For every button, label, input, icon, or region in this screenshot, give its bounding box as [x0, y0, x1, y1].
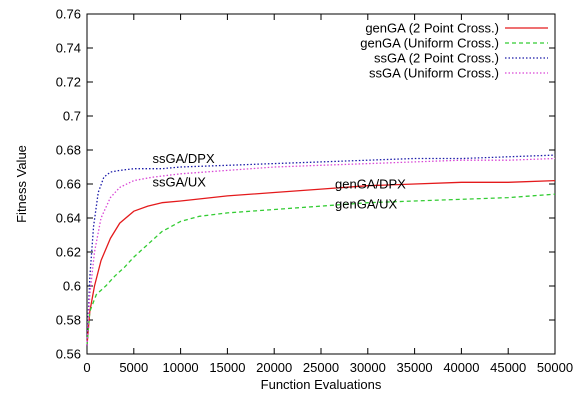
curve-annotation-3: genGA/DPX: [335, 176, 406, 191]
y-tick-label: 0.76: [56, 7, 81, 22]
x-tick-label: 45000: [490, 360, 526, 375]
y-tick-label: 0.58: [56, 313, 81, 328]
curve-annotation-4: genGA/UX: [335, 197, 397, 212]
legend-label-3: ssGA (2 Point Cross.): [374, 51, 499, 66]
x-tick-label: 10000: [163, 360, 199, 375]
x-tick-label: 50000: [537, 360, 573, 375]
x-tick-label: 15000: [209, 360, 245, 375]
ticks-group: 0 5000 10000 15000 20000 25000 30000 35000 40000…: [56, 7, 573, 376]
y-tick-label: 0.56: [56, 347, 81, 362]
series-line-3: [86, 154, 556, 346]
curve-annotation-2: ssGA/UX: [153, 175, 207, 190]
x-tick-label: 40000: [443, 360, 479, 375]
y-tick-label: 0.64: [56, 211, 81, 226]
annotation-group: ssGA/DPX ssGA/UX genGA/DPX genGA/UX: [153, 151, 407, 212]
series-line-1: [86, 179, 556, 346]
x-tick-label: 25000: [303, 360, 339, 375]
y-tick-label: 0.7: [63, 109, 81, 124]
y-tick-label: 0.62: [56, 245, 81, 260]
series-group: [86, 154, 556, 346]
series-line-2: [86, 193, 556, 346]
legend-label-1: genGA (2 Point Cross.): [365, 21, 499, 36]
y-tick-label: 0.72: [56, 75, 81, 90]
y-axis-title: Fitness Value: [14, 145, 29, 223]
x-tick-label: 0: [83, 360, 90, 375]
x-tick-label: 30000: [350, 360, 386, 375]
y-tick-label: 0.68: [56, 143, 81, 158]
legend-label-2: genGA (Uniform Cross.): [360, 36, 499, 51]
y-tick-label: 0.66: [56, 177, 81, 192]
x-tick-label: 5000: [119, 360, 148, 375]
y-tick-label: 0.6: [63, 279, 81, 294]
curve-annotation-1: ssGA/DPX: [153, 151, 215, 166]
x-tick-label: 20000: [256, 360, 292, 375]
x-axis-title: Function Evaluations: [261, 377, 382, 392]
legend-label-4: ssGA (Uniform Cross.): [369, 66, 499, 81]
series-line-4: [86, 157, 556, 346]
legend: genGA (2 Point Cross.)genGA (Uniform Cro…: [360, 21, 548, 81]
y-tick-label: 0.74: [56, 41, 81, 56]
x-tick-label: 35000: [397, 360, 433, 375]
